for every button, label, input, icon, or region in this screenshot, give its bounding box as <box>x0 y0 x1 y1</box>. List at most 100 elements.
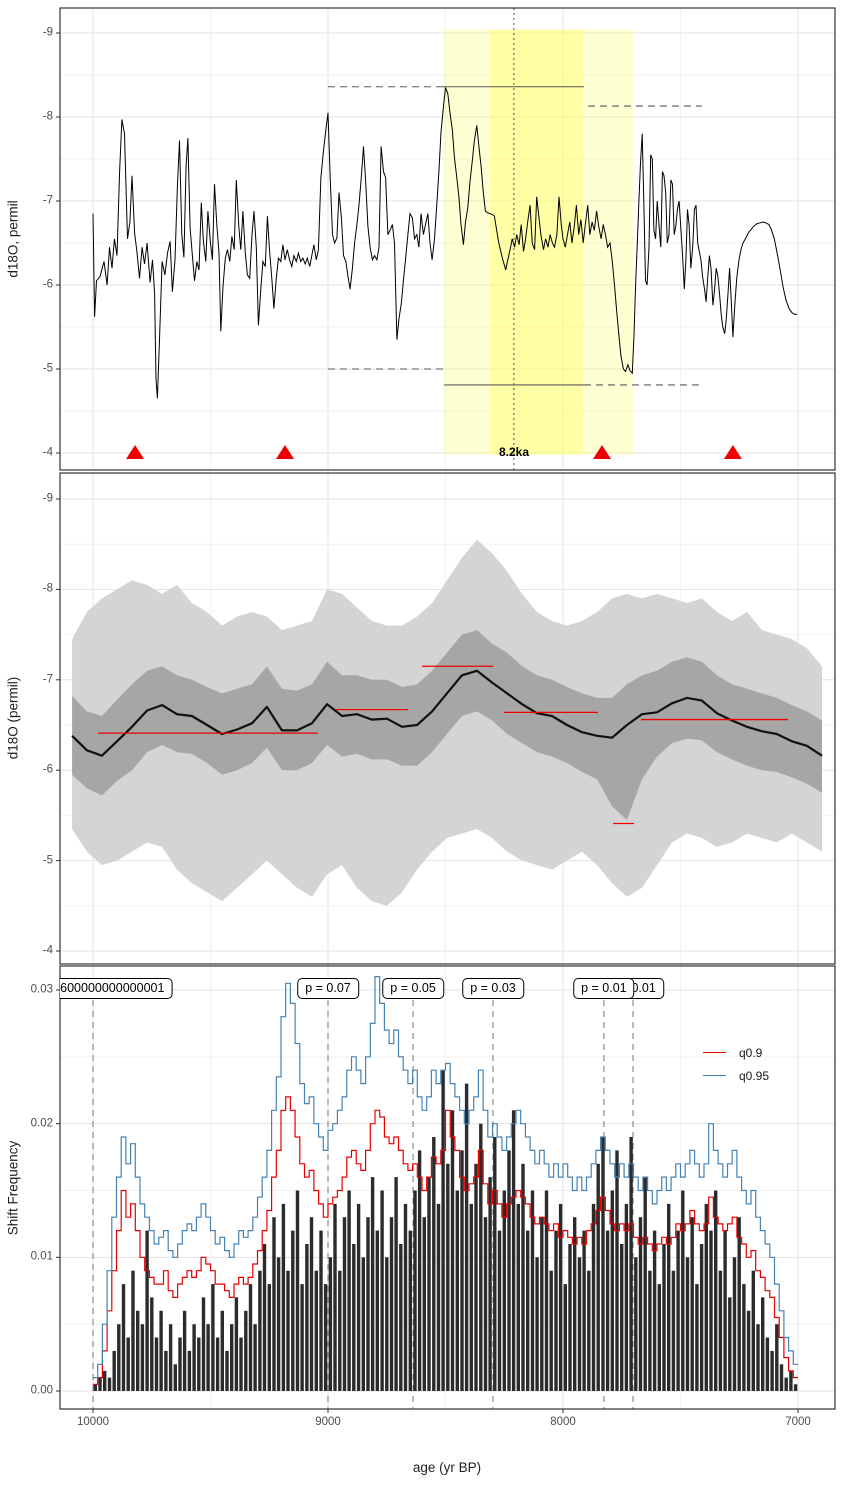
shift-frequency-bar <box>192 1324 196 1391</box>
shift-frequency-bar <box>704 1203 708 1391</box>
shift-frequency-bar <box>540 1217 544 1391</box>
shift-frequency-bar <box>168 1324 173 1391</box>
shift-frequency-bar <box>652 1230 657 1391</box>
shift-frequency-bar <box>676 1230 680 1391</box>
red-triangle-event-marker <box>593 445 612 459</box>
legend: q0.9 q0.95 <box>703 1041 769 1087</box>
shift-frequency-bar <box>215 1337 220 1391</box>
shift-frequency-bar <box>596 1163 600 1391</box>
shift-frequency-bar <box>328 1257 333 1391</box>
shift-frequency-bar <box>742 1284 746 1391</box>
panel-3-content <box>92 976 798 1409</box>
shift-frequency-bar <box>450 1110 455 1391</box>
shift-frequency-bar <box>446 1163 450 1391</box>
shift-frequency-bar <box>159 1310 163 1391</box>
shift-frequency-bar <box>150 1297 154 1391</box>
shift-frequency-bar <box>728 1297 732 1391</box>
shift-frequency-bar <box>530 1190 535 1391</box>
shift-frequency-bar <box>483 1217 488 1391</box>
shift-frequency-bar <box>544 1190 549 1391</box>
shift-frequency-bar <box>323 1284 328 1391</box>
shift-frequency-bar <box>145 1230 149 1391</box>
shift-frequency-bar <box>98 1377 102 1391</box>
shift-frequency-bar <box>248 1284 253 1391</box>
shift-frequency-bar <box>380 1190 384 1391</box>
shift-frequency-bar <box>187 1350 192 1391</box>
shift-frequency-bar <box>784 1377 788 1391</box>
x-tick-label: 9000 <box>315 1416 341 1428</box>
shift-frequency-bar <box>634 1257 638 1391</box>
shift-frequency-bar <box>657 1284 661 1391</box>
shift-frequency-bar <box>441 1070 445 1391</box>
shift-frequency-bar <box>300 1284 304 1391</box>
shift-frequency-bar <box>291 1230 295 1391</box>
shift-frequency-bar <box>427 1177 431 1391</box>
shift-frequency-bar <box>103 1370 107 1391</box>
shift-frequency-bar <box>737 1217 741 1391</box>
shift-frequency-bar <box>549 1270 553 1391</box>
shift-frequency-bar <box>295 1190 300 1391</box>
y-tick-label: -4 <box>42 944 53 957</box>
shift-frequency-bar <box>568 1244 572 1391</box>
shift-frequency-bar <box>535 1257 539 1391</box>
y-tick-label: -7 <box>42 673 53 686</box>
shift-frequency-bar <box>511 1110 516 1391</box>
shift-frequency-bar <box>699 1244 704 1391</box>
legend-item-q0.9: q0.9 <box>703 1041 769 1064</box>
shift-frequency-bar <box>591 1203 596 1391</box>
shift-frequency-bar <box>211 1284 215 1391</box>
red-triangle-event-marker <box>275 445 294 459</box>
shift-frequency-bar <box>493 1137 497 1391</box>
shift-frequency-bar <box>112 1350 116 1391</box>
ensemble-mean-line <box>71 669 823 757</box>
panel-2-border <box>59 472 836 965</box>
panel-1-border <box>59 7 836 471</box>
shift-frequency-bar <box>182 1310 187 1391</box>
shift-frequency-bar <box>648 1270 652 1391</box>
shift-frequency-bar <box>408 1230 412 1391</box>
shift-frequency-bar <box>681 1190 685 1391</box>
shift-frequency-bar <box>164 1350 168 1391</box>
shift-frequency-bar <box>309 1217 314 1391</box>
x-tick-label: 7000 <box>785 1416 811 1428</box>
y-tick-label: -8 <box>42 110 53 123</box>
shift-frequency-bar <box>352 1244 356 1391</box>
panel3-y-axis-title: Shift Frequency <box>5 1140 21 1236</box>
y-tick-label: -8 <box>42 582 53 595</box>
y-tick-label: 0.00 <box>30 1384 53 1397</box>
shift-frequency-bar <box>258 1270 262 1391</box>
shift-frequency-bar <box>662 1244 666 1391</box>
panel1-y-axis-title: d18O, permil <box>5 200 21 278</box>
shift-frequency-bar <box>305 1244 309 1391</box>
panel2-y-axis-title: d18O (permil) <box>5 676 21 760</box>
shift-frequency-bar <box>413 1190 417 1391</box>
y-tick-label: -5 <box>42 853 53 866</box>
shift-frequency-bar <box>333 1203 337 1391</box>
shift-frequency-bar <box>262 1244 267 1391</box>
shift-frequency-bar <box>695 1284 699 1391</box>
8-2ka-inner-highlight-band <box>489 29 583 455</box>
shift-frequency-bar <box>197 1337 201 1391</box>
shift-frequency-bar <box>356 1203 361 1391</box>
shift-frequency-bar <box>375 1230 379 1391</box>
shift-frequency-bar <box>244 1310 248 1391</box>
shift-frequency-bar <box>643 1177 647 1391</box>
shift-frequency-bar <box>775 1324 779 1391</box>
shift-frequency-bar <box>347 1190 351 1391</box>
shift-frequency-bar <box>281 1203 286 1391</box>
8-2ka-outer-highlight-band <box>442 29 634 455</box>
shift-frequency-bar <box>253 1324 257 1391</box>
y-tick-label: -5 <box>42 362 53 375</box>
shift-frequency-bar <box>234 1297 239 1391</box>
y-tick-label: -6 <box>42 278 53 291</box>
shift-frequency-bar <box>239 1337 243 1391</box>
shift-frequency-bar <box>154 1337 159 1391</box>
shift-frequency-bar <box>394 1177 398 1391</box>
shift-frequency-bar <box>272 1217 276 1391</box>
y-tick-label: 0.01 <box>30 1250 53 1263</box>
shift-frequency-bar <box>403 1203 408 1391</box>
shift-frequency-bar <box>624 1203 629 1391</box>
y-tick-label: 0.02 <box>30 1116 53 1129</box>
q0.95-threshold-step-line <box>93 976 798 1379</box>
